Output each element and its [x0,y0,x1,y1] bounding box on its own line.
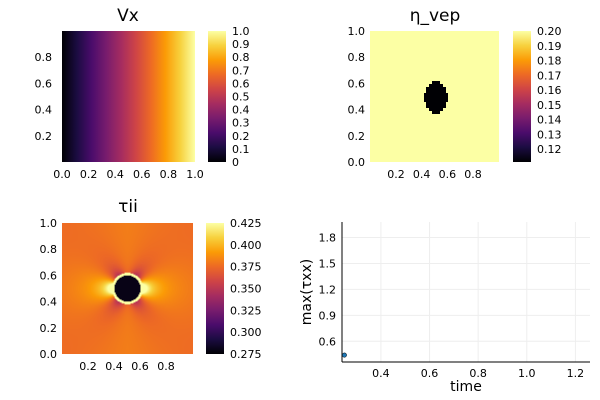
y-tick-label: 1.2 [319,283,337,296]
y-tick-label: 0.6 [319,335,337,348]
colorbar-tick-label: 0.13 [537,128,562,141]
y-tick-label: 0.2 [35,130,53,143]
colorbar-tick-label: 0.12 [537,143,562,156]
ticks-vx: 0.0 0.2 0.4 0.6 0.8 1.0 0.2 0.4 0.6 0.8 [35,51,204,181]
y-tick-label: 0.2 [348,130,366,143]
title-eta-vep: η_vep [410,6,461,26]
colorbar-tick-label: 0.5 [232,91,250,104]
ticks-scatter: 0.4 0.6 0.8 1.0 1.2 0.6 0.9 1.2 1.5 1.8 [319,232,585,380]
points-scatter [341,352,347,358]
panel-tau-ii: τii 0.2 0.4 0.6 0.8 0.0 0.2 0.4 0.6 0.8 1.0 0.275… [40,197,262,373]
colorbar-tick-label: 0.3 [232,117,250,130]
y-tick-label: 0.0 [40,348,58,361]
y-tick-label: 0.6 [35,77,53,90]
colorbar-tick-label: 0.6 [232,77,250,90]
x-tick-label: 0.6 [439,168,457,181]
x-axis-label: time [450,379,482,395]
colorbar-tick-label: 0 [232,156,239,169]
x-tick-label: 0.8 [160,168,178,181]
x-tick-label: 0.8 [464,168,482,181]
colorbar-ticks-vx: 00.10.20.30.40.50.60.70.80.91.0 [232,25,250,169]
x-tick-label: 0.2 [79,360,97,373]
colorbar-vx [208,31,226,162]
x-tick-label: 1.0 [186,168,204,181]
y-tick-label: 0.6 [40,269,58,282]
panel-scatter: 0.4 0.6 0.8 1.0 1.2 0.6 0.9 1.2 1.5 1.8 time max(… [299,222,590,395]
inclusion-eta-vep [424,81,448,114]
colorbar-ticks-eta-vep: 0.12 0.130.14 0.15 0.16 0.170.18 0.19 0.20 [537,25,562,156]
title-tau-ii: τii [118,197,138,217]
y-tick-label: 0.9 [319,309,337,322]
panel-vx: Vx 0.0 0.2 0.4 0.6 0.8 1.00.20.40.60.8 00.10.… [35,6,250,181]
colorbar-eta-vep [513,31,531,162]
x-tick-label: 0.6 [421,367,439,380]
x-tick-label: 0.4 [413,168,431,181]
colorbar-tick-label: 0.8 [232,51,250,64]
colorbar-tick-label: 0.425 [230,217,262,230]
y-tick-label: 0.6 [348,77,366,90]
colorbar-tau-ii [206,223,224,354]
colorbar-tick-label: 0.20 [537,25,562,38]
colorbar-tick-label: 0.1 [232,143,250,156]
colorbar-tick-label: 0.18 [537,55,562,68]
x-tick-label: 0.4 [372,367,390,380]
colorbar-tick-label: 0.375 [230,261,262,274]
y-tick-label: 1.5 [319,257,337,270]
colorbar-tick-label: 0.14 [537,114,562,127]
y-tick-label: 1.8 [319,232,337,245]
x-tick-label: 0.2 [80,168,98,181]
colorbar-tick-label: 0.400 [230,239,262,252]
y-tick-label: 0.8 [35,51,53,64]
colorbar-tick-label: 0.9 [232,38,250,51]
x-tick-label: 0.4 [106,168,124,181]
x-tick-label: 0.8 [157,360,175,373]
ticks-eta-vep: 0.2 0.4 0.6 0.8 0.0 0.2 0.4 0.6 0.8 1.0 [348,25,482,181]
x-tick-label: 1.0 [518,367,536,380]
x-tick-label: 0.2 [387,168,405,181]
y-tick-label: 0.4 [35,104,53,117]
y-tick-label: 0.0 [348,156,366,169]
colorbar-tick-label: 0.2 [232,130,250,143]
x-tick-label: 0.6 [131,360,149,373]
title-vx: Vx [117,6,139,26]
colorbar-tick-label: 0.300 [230,326,262,339]
y-tick-label: 1.0 [348,25,366,38]
grid-scatter [342,222,590,362]
x-tick-label: 0.4 [105,360,123,373]
colorbar-ticks-tau-ii: 0.275 0.300 0.325 0.350 0.375 0.400 0.425 [230,217,262,361]
scatter-point [341,352,347,358]
heatmap-tau-ii [62,223,193,354]
panel-eta-vep: η_vep 0.2 0.4 0.6 0.8 0.0 0.2 0.4 0.6 0.8 1.0 0.1… [348,6,562,181]
colorbar-tick-label: 0.325 [230,304,262,317]
colorbar-tick-label: 0.7 [232,64,250,77]
y-tick-label: 0.4 [348,104,366,117]
y-tick-label: 1.0 [40,217,58,230]
heatmap-vx [62,31,195,162]
x-tick-label: 1.2 [567,367,585,380]
colorbar-tick-label: 0.4 [232,104,250,117]
colorbar-tick-label: 0.15 [537,99,562,112]
x-tick-label: 0.6 [133,168,151,181]
colorbar-tick-label: 0.350 [230,283,262,296]
colorbar-tick-label: 0.16 [537,84,562,97]
y-tick-label: 0.2 [40,322,58,335]
colorbar-tick-label: 0.19 [537,40,562,53]
y-tick-label: 0.8 [348,51,366,64]
y-axis-label: max(τxx) [299,259,315,325]
colorbar-tick-label: 0.17 [537,69,562,82]
colorbar-tick-label: 1.0 [232,25,250,38]
y-tick-label: 0.8 [40,243,58,256]
x-tick-label: 0.0 [53,168,71,181]
x-tick-label: 0.8 [469,367,487,380]
colorbar-tick-label: 0.275 [230,348,262,361]
y-tick-label: 0.4 [40,296,58,309]
ticks-tau-ii: 0.2 0.4 0.6 0.8 0.0 0.2 0.4 0.6 0.8 1.0 [40,217,175,373]
